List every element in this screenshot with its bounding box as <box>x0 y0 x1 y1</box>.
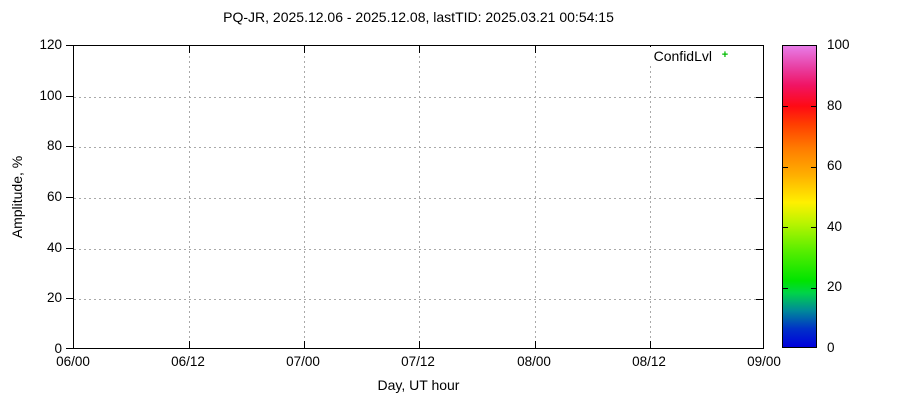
x-axis-label: Day, UT hour <box>377 377 460 393</box>
colorbar-tick-label: 20 <box>827 279 843 294</box>
x-tick-label: 08/00 <box>517 354 551 369</box>
gridline-horizontal <box>74 147 763 148</box>
colorbar-gradient <box>782 45 817 348</box>
x-tick-mark <box>304 46 305 53</box>
colorbar-tick-mark <box>783 106 788 107</box>
x-tick-mark <box>189 341 190 348</box>
x-tick-mark <box>535 46 536 53</box>
y-tick-mark <box>66 298 73 299</box>
colorbar-tick-label: 60 <box>827 158 843 173</box>
gridline-horizontal <box>74 97 763 98</box>
gridline-vertical <box>650 46 651 348</box>
x-tick-mark <box>419 46 420 53</box>
plot-area: ConfidLvl + <box>73 45 764 349</box>
gridline-vertical <box>189 46 190 348</box>
colorbar-tick-mark <box>783 167 788 168</box>
legend-label: ConfidLvl <box>653 47 712 64</box>
y-tick-label: 0 <box>54 341 62 356</box>
y-tick-label: 40 <box>46 240 62 255</box>
colorbar-tick-mark <box>811 167 816 168</box>
y-tick-mark <box>66 45 73 46</box>
colorbar-tick-mark <box>783 288 788 289</box>
y-tick-mark <box>756 97 763 98</box>
y-tick-label: 80 <box>46 138 62 153</box>
legend-marker-plus-icon: + <box>721 49 729 61</box>
x-tick-label: 06/00 <box>56 354 90 369</box>
y-tick-label: 20 <box>46 290 62 305</box>
y-tick-mark <box>66 248 73 249</box>
x-tick-mark <box>535 341 536 348</box>
x-tick-mark <box>304 341 305 348</box>
x-tick-label: 09/00 <box>747 354 781 369</box>
colorbar-tick-mark <box>811 288 816 289</box>
y-tick-mark <box>66 146 73 147</box>
y-tick-mark <box>756 249 763 250</box>
x-tick-label: 06/12 <box>171 354 205 369</box>
colorbar-tick-label: 100 <box>827 37 850 52</box>
colorbar-tick-label: 0 <box>827 340 835 355</box>
gridline-vertical <box>419 46 420 348</box>
x-tick-label: 07/00 <box>286 354 320 369</box>
y-tick-mark <box>66 197 73 198</box>
colorbar-tick-mark <box>811 106 816 107</box>
legend: ConfidLvl + <box>622 47 738 64</box>
colorbar-tick-label: 80 <box>827 98 843 113</box>
y-tick-label: 120 <box>39 37 62 52</box>
chart-title: PQ-JR, 2025.12.06 - 2025.12.08, lastTID:… <box>223 9 614 25</box>
colorbar-tick-label: 40 <box>827 219 843 234</box>
gridline-horizontal <box>74 299 763 300</box>
x-tick-label: 08/12 <box>632 354 666 369</box>
x-tick-mark <box>189 46 190 53</box>
gridline-vertical <box>304 46 305 348</box>
x-tick-label: 07/12 <box>401 354 435 369</box>
colorbar-tick-mark <box>811 227 816 228</box>
colorbar-tick-mark <box>783 227 788 228</box>
y-tick-mark <box>756 198 763 199</box>
y-tick-label: 100 <box>39 88 62 103</box>
y-tick-mark <box>756 147 763 148</box>
gridline-vertical <box>535 46 536 348</box>
x-tick-mark <box>419 341 420 348</box>
y-tick-mark <box>66 96 73 97</box>
gridline-horizontal <box>74 198 763 199</box>
y-tick-mark <box>756 299 763 300</box>
x-tick-mark <box>650 341 651 348</box>
y-tick-mark <box>66 348 73 349</box>
gridline-horizontal <box>74 249 763 250</box>
y-tick-label: 60 <box>46 189 62 204</box>
